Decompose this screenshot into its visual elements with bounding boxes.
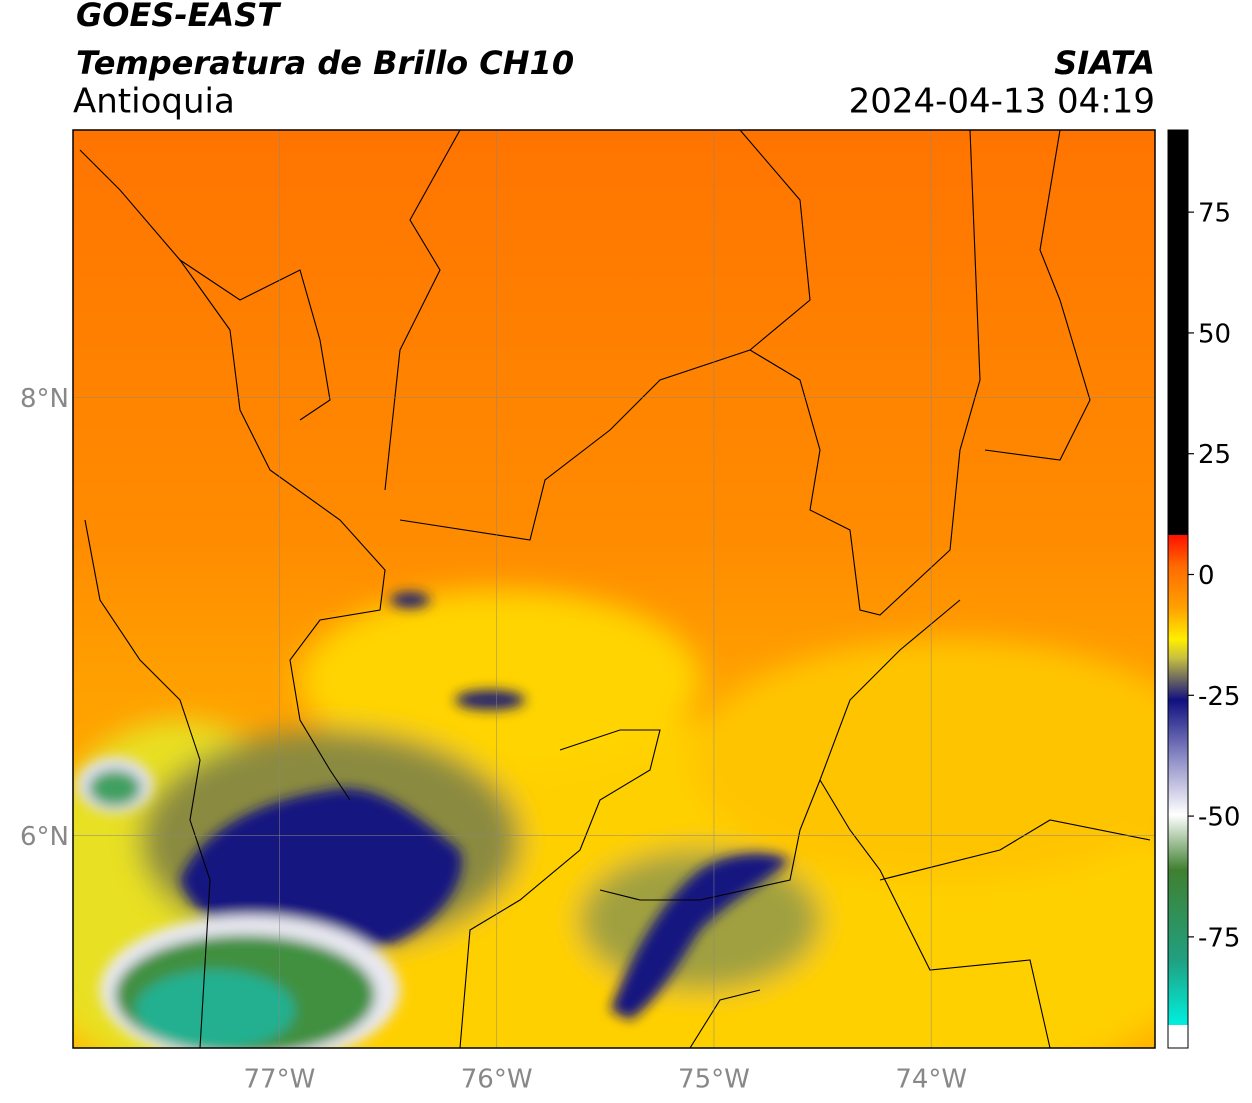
map-image	[73, 130, 1155, 1048]
map-frame	[72, 129, 1156, 1049]
colorbar-tick-label: 75	[1198, 199, 1231, 229]
subtitle: Temperatura de Brillo CH10	[76, 44, 574, 82]
x-tick-label: 74°W	[895, 1065, 967, 1095]
x-tick-label: 75°W	[678, 1065, 750, 1095]
colorbar-tick-label: -25	[1198, 682, 1240, 712]
colorbar	[1167, 129, 1189, 1049]
region: Antioquia	[73, 82, 235, 122]
y-tick-label: 6°N	[20, 822, 69, 852]
source: SIATA	[1054, 44, 1155, 82]
colorbar-tick-label: -50	[1198, 803, 1240, 833]
colorbar-tick-label: -75	[1198, 923, 1240, 953]
datetime: 2024-04-13 04:19	[849, 82, 1155, 122]
grid	[73, 130, 1155, 1048]
title: GOES-EAST	[76, 0, 281, 34]
colorbar-tick-label: 50	[1198, 319, 1231, 349]
x-tick-label: 77°W	[244, 1065, 316, 1095]
colorbar-tick-label: 0	[1198, 561, 1215, 591]
colorbar-tick-label: 25	[1198, 440, 1231, 470]
y-tick-label: 8°N	[20, 384, 69, 414]
x-tick-label: 76°W	[461, 1065, 533, 1095]
